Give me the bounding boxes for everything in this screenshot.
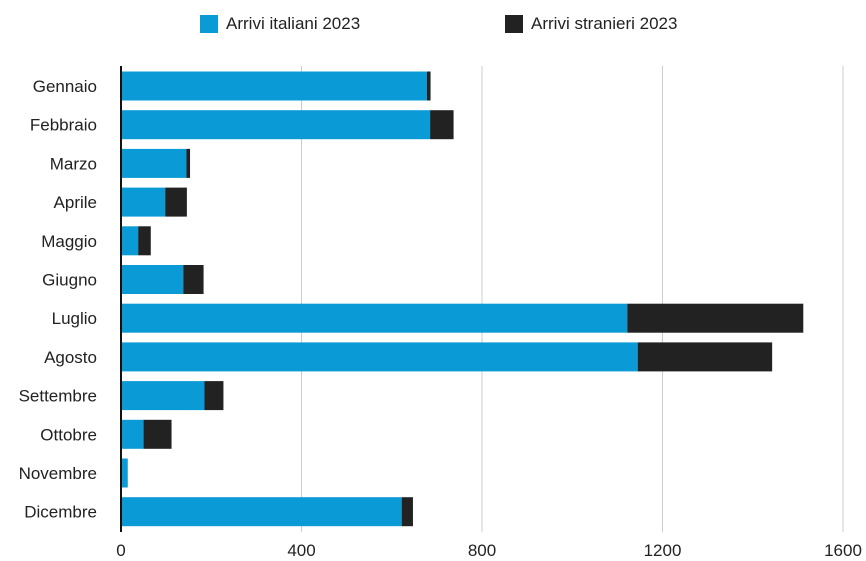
bar-stranieri-giugno (183, 265, 204, 294)
bar-italiani-dicembre (121, 497, 402, 527)
legend-label-italiani: Arrivi italiani 2023 (226, 14, 361, 33)
bar-stranieri-luglio (627, 303, 804, 333)
legend-item-stranieri: Arrivi stranieri 2023 (505, 14, 677, 34)
legend-swatch-stranieri (505, 15, 523, 33)
legend-swatch-italiani (200, 15, 218, 33)
bar-italiani-novembre (121, 458, 128, 488)
bar-italiani-aprile (121, 187, 166, 217)
category-label-maggio: Maggio (41, 232, 97, 251)
category-label-settembre: Settembre (19, 387, 97, 406)
legend: Arrivi italiani 2023 Arrivi stranieri 20… (0, 14, 866, 38)
x-tick-label-4: 1600 (824, 541, 862, 560)
category-label-novembre: Novembre (19, 464, 97, 483)
bar-italiani-ottobre (121, 419, 144, 449)
legend-label-stranieri: Arrivi stranieri 2023 (531, 14, 678, 33)
bar-stranieri-agosto (637, 342, 773, 372)
x-tick-label-3: 1200 (644, 541, 682, 560)
bar-stranieri-maggio (138, 226, 151, 256)
category-label-luglio: Luglio (52, 309, 97, 328)
bar-stranieri-ottobre (143, 419, 172, 449)
category-label-agosto: Agosto (44, 348, 97, 367)
bar-italiani-marzo (121, 148, 187, 178)
bar-stranieri-marzo (186, 148, 191, 178)
bar-stranieri-gennaio (426, 71, 431, 101)
category-label-aprile: Aprile (54, 193, 97, 212)
bar-italiani-luglio (121, 303, 628, 333)
legend-item-italiani: Arrivi italiani 2023 (200, 14, 360, 34)
bar-italiani-gennaio (121, 71, 427, 101)
bar-italiani-giugno (121, 265, 184, 294)
bar-italiani-maggio (121, 226, 139, 256)
bar-italiani-febbraio (121, 110, 431, 140)
category-label-gennaio: Gennaio (33, 77, 97, 96)
bar-stranieri-aprile (165, 187, 187, 217)
bar-stranieri-febbraio (430, 110, 454, 140)
category-label-giugno: Giugno (42, 271, 97, 290)
category-label-dicembre: Dicembre (24, 503, 97, 522)
x-tick-label-1: 400 (287, 541, 315, 560)
bar-italiani-settembre (121, 381, 205, 411)
category-label-febbraio: Febbraio (30, 116, 97, 135)
bar-italiani-agosto (121, 342, 638, 372)
bar-stranieri-settembre (204, 381, 224, 411)
x-tick-label-2: 800 (468, 541, 496, 560)
category-label-marzo: Marzo (50, 154, 97, 173)
category-label-ottobre: Ottobre (40, 425, 97, 444)
bar-stranieri-dicembre (401, 497, 413, 527)
x-tick-label-0: 0 (116, 541, 125, 560)
